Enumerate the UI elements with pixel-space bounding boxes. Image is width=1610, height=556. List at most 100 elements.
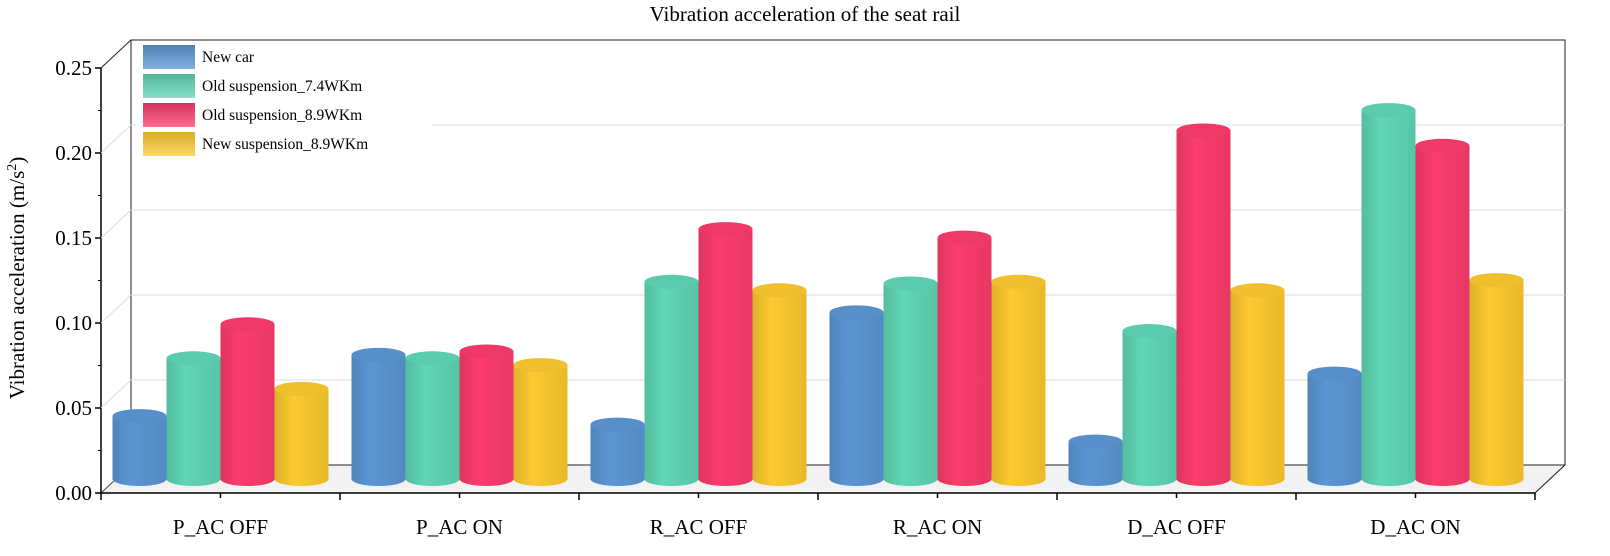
y-tick-label: 0.25	[55, 56, 92, 80]
bar-body	[829, 312, 884, 486]
bar-top	[513, 358, 568, 373]
x-tick-label: P_AC OFF	[173, 515, 268, 539]
bar-body	[698, 229, 753, 486]
bar-body	[459, 351, 514, 486]
bar-top	[883, 276, 938, 291]
y-axis-label-close: )	[5, 157, 29, 164]
bar-top	[1122, 324, 1177, 339]
bar	[991, 274, 1046, 486]
bar-body	[1361, 110, 1416, 486]
bar	[1361, 103, 1416, 486]
bar	[829, 305, 884, 486]
y-tick-label: 0.20	[55, 141, 92, 165]
bar	[166, 351, 221, 486]
bar-body	[166, 358, 221, 486]
bar-body	[991, 281, 1046, 486]
gridline-side	[100, 379, 132, 409]
top-left-edge	[100, 39, 132, 69]
bar-body	[883, 283, 938, 486]
bar	[1122, 324, 1177, 486]
bar-top	[1307, 366, 1362, 381]
bar	[752, 283, 807, 486]
legend-label: New suspension_8.9WKm	[202, 136, 368, 153]
bar-body	[1415, 145, 1470, 487]
x-axis: P_AC OFF P_AC ON R_AC OFF R_AC ON D_AC OFF D_…	[100, 492, 1536, 539]
bar-top	[937, 230, 992, 245]
gridline-side	[100, 124, 132, 154]
bar-top	[1361, 103, 1416, 118]
bar	[698, 222, 753, 486]
y-tick-label: 0.15	[55, 226, 92, 250]
bar	[459, 344, 514, 486]
bar-top	[829, 305, 884, 320]
bar-body	[405, 358, 460, 486]
bar-top	[166, 351, 221, 366]
bar-top	[1176, 123, 1231, 138]
bar	[883, 276, 938, 486]
bar-top	[220, 317, 275, 332]
y-tick-label: 0.10	[55, 311, 92, 335]
y-tick-label: 0.05	[55, 396, 92, 420]
bar-top	[991, 274, 1046, 289]
bar-top	[590, 417, 645, 432]
legend-label: Old suspension_7.4WKm	[202, 78, 362, 95]
legend-label: New car	[202, 49, 255, 66]
gridline-side	[100, 294, 132, 324]
bar	[590, 417, 645, 486]
bar	[220, 317, 275, 486]
bar-top	[644, 274, 699, 289]
y-axis-label-superscript: 2	[5, 164, 20, 171]
y-axis-label: Vibration acceleration (m/s2)	[5, 157, 29, 399]
bottom-right-edge	[1534, 464, 1566, 494]
x-tick-label: R_AC OFF	[650, 515, 747, 539]
bar-body	[590, 424, 645, 486]
bar	[1415, 138, 1470, 487]
bar	[1469, 273, 1524, 486]
legend-swatch	[143, 45, 195, 69]
bar-top	[274, 381, 329, 396]
bar-body	[274, 388, 329, 486]
bar-top	[405, 351, 460, 366]
gridline-side	[100, 209, 132, 239]
y-tick-label: 0.00	[55, 481, 92, 505]
bar-top	[459, 344, 514, 359]
bar-body	[112, 416, 167, 486]
bar-body	[1068, 441, 1123, 486]
bar-body	[644, 281, 699, 486]
bar	[1068, 434, 1123, 486]
bar	[1230, 283, 1285, 486]
legend-swatch	[143, 74, 195, 98]
bar-body	[1469, 280, 1524, 486]
bar-top	[1068, 434, 1123, 449]
bar-body	[1122, 331, 1177, 486]
bar	[937, 230, 992, 486]
x-tick-label: D_AC OFF	[1127, 515, 1226, 539]
bar	[1307, 366, 1362, 486]
bar-body	[937, 237, 992, 486]
bar-body	[513, 365, 568, 486]
bar-top	[698, 222, 753, 237]
bar-top	[112, 409, 167, 424]
bars	[112, 103, 1524, 487]
bar-body	[351, 354, 406, 486]
bar	[644, 274, 699, 486]
bar	[513, 358, 568, 486]
bar-body	[1230, 290, 1285, 486]
bar-top	[752, 283, 807, 298]
bar	[405, 351, 460, 486]
legend-swatch	[143, 103, 195, 127]
bar-body	[1176, 130, 1231, 486]
bar	[1176, 123, 1231, 486]
bar-top	[1415, 138, 1470, 153]
x-tick-label: P_AC ON	[416, 515, 503, 539]
legend-label: Old suspension_8.9WKm	[202, 107, 362, 124]
bar-top	[351, 347, 406, 362]
bar	[112, 409, 167, 486]
chart-title: Vibration acceleration of the seat rail	[650, 2, 961, 26]
x-tick-label: R_AC ON	[893, 515, 982, 539]
bar-body	[752, 290, 807, 486]
legend-swatch	[143, 132, 195, 156]
bar	[274, 381, 329, 486]
bar-body	[220, 324, 275, 486]
